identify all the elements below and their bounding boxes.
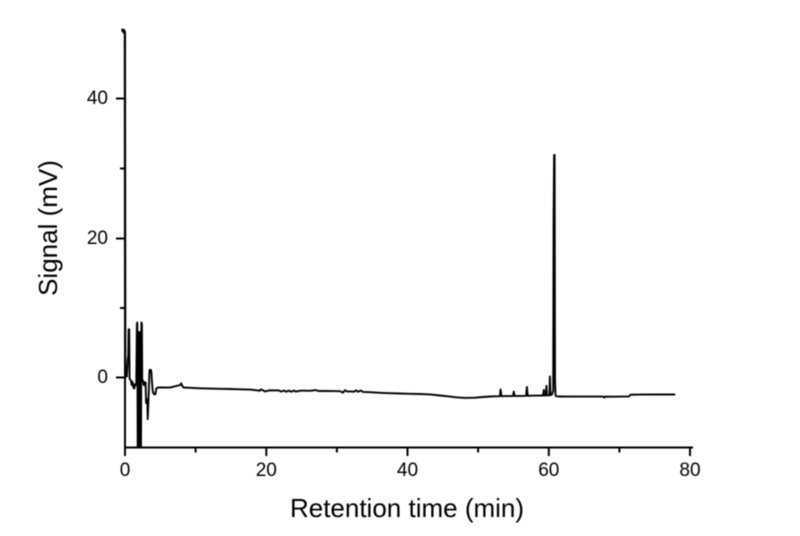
- svg-text:40: 40: [87, 88, 108, 109]
- svg-text:0: 0: [120, 460, 131, 481]
- svg-text:20: 20: [256, 460, 277, 481]
- svg-text:Retention time (min): Retention time (min): [290, 493, 524, 523]
- svg-text:20: 20: [87, 228, 108, 249]
- svg-text:80: 80: [679, 460, 700, 481]
- svg-text:40: 40: [397, 460, 418, 481]
- svg-text:60: 60: [538, 460, 559, 481]
- svg-text:0: 0: [97, 367, 108, 388]
- svg-text:Signal (mV): Signal (mV): [33, 160, 63, 296]
